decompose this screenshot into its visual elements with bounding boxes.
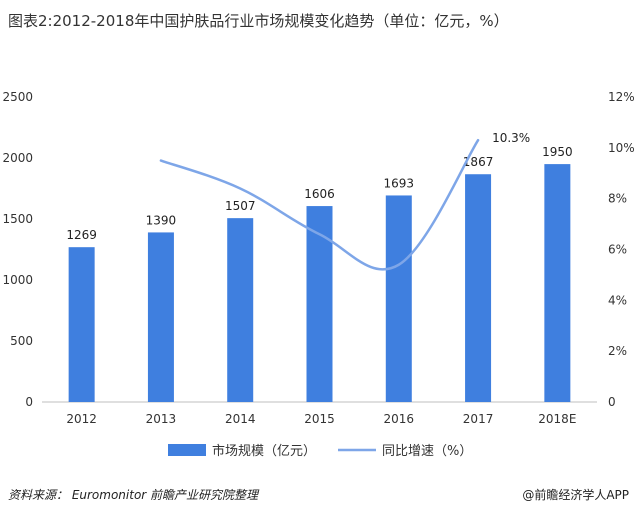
bar-value-label: 1269 (66, 228, 97, 242)
y-left-tick-label: 2000 (2, 151, 33, 165)
bar-value-label: 1867 (463, 155, 494, 169)
bar (385, 195, 412, 402)
bar-value-label: 1950 (542, 145, 573, 159)
x-tick-label: 2014 (225, 412, 256, 426)
credit-note: @前瞻经济学人APP (522, 488, 629, 502)
y-right-tick-label: 2% (608, 344, 627, 358)
legend-bar-label: 市场规模（亿元） (212, 443, 316, 459)
source-note: 资料来源： Euromonitor 前瞻产业研究院整理 (8, 488, 259, 502)
x-tick-label: 2013 (146, 412, 177, 426)
x-tick-label: 2015 (304, 412, 335, 426)
x-tick-label: 2012 (66, 412, 97, 426)
y-right-tick-label: 8% (608, 192, 627, 206)
y-right-tick-label: 6% (608, 243, 627, 257)
x-tick-label: 2018E (538, 412, 576, 426)
bar (544, 164, 571, 402)
x-tick-label: 2017 (463, 412, 494, 426)
bar-value-label: 1606 (304, 187, 335, 201)
growth-line (159, 138, 480, 271)
y-right-tick-label: 12% (608, 90, 635, 104)
bar-value-label: 1507 (225, 199, 256, 213)
line-value-label: 10.3% (492, 131, 530, 145)
y-right-tick-label: 10% (608, 141, 635, 155)
y-right-tick-label: 4% (608, 293, 627, 307)
x-tick-label: 2016 (384, 412, 415, 426)
y-left-tick-label: 2500 (2, 90, 33, 104)
bar-value-label: 1390 (146, 213, 177, 227)
bar (147, 232, 174, 402)
bar-value-label: 1693 (384, 176, 415, 190)
legend-bar-swatch (168, 444, 206, 456)
y-left-tick-label: 500 (10, 334, 33, 348)
y-left-tick-label: 1000 (2, 273, 33, 287)
y-right-tick-label: 0 (608, 395, 616, 409)
legend-line-label: 同比增速（%） (382, 444, 472, 459)
y-left-tick-label: 0 (25, 395, 33, 409)
chart-title: 图表2:2012-2018年中国护肤品行业市场规模变化趋势（单位：亿元，%） (8, 12, 509, 30)
y-left-tick-label: 1500 (2, 212, 33, 226)
bar (68, 247, 95, 402)
bar (465, 174, 492, 402)
bar (227, 218, 254, 402)
